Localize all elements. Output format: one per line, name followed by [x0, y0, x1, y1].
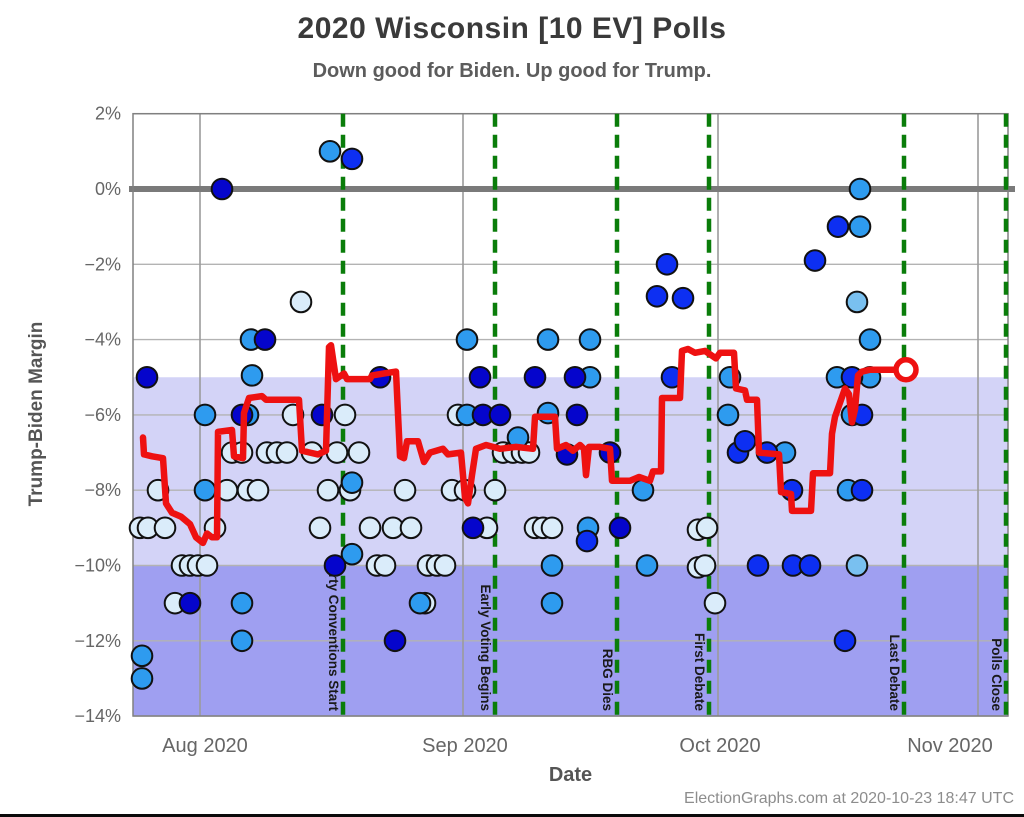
poll-dot	[399, 516, 423, 540]
poll-dot	[461, 516, 485, 540]
poll-dot	[848, 215, 872, 238]
event-label: Polls Close	[989, 638, 1004, 711]
poll-dot	[695, 516, 719, 540]
poll-dot	[578, 328, 602, 351]
poll-dot	[845, 290, 869, 314]
x-axis-title: Date	[548, 764, 593, 786]
poll-dot	[565, 403, 589, 427]
poll-dot	[275, 441, 299, 464]
poll-dot	[733, 429, 757, 453]
poll-dot	[318, 140, 342, 163]
event-label: Last Debate	[887, 634, 902, 711]
poll-dot	[333, 403, 357, 427]
bottom-border	[0, 814, 1024, 817]
poll-dot	[240, 364, 264, 387]
poll-dot	[178, 591, 202, 615]
zone-biden-5-10	[133, 377, 1008, 566]
poll-dot	[230, 591, 254, 615]
poll-dot	[716, 403, 740, 427]
poll-dot	[135, 365, 159, 389]
poll-dot	[153, 516, 177, 540]
poll-dot	[383, 629, 407, 653]
poll-dot	[325, 441, 349, 464]
poll-dot	[635, 554, 659, 577]
poll-dot	[540, 516, 564, 540]
x-tick-label: Oct 2020	[679, 735, 760, 757]
x-tick-label: Aug 2020	[162, 735, 248, 757]
y-tick-label: −4%	[84, 330, 121, 350]
attribution: ElectionGraphs.com at 2020-10-23 18:47 U…	[684, 790, 1014, 807]
poll-dot	[246, 478, 270, 502]
poll-dot	[845, 554, 869, 577]
poll-dot	[230, 629, 254, 653]
poll-dot	[608, 516, 632, 540]
latest-average-marker	[893, 356, 919, 383]
chart-subtitle: Down good for Biden. Up good for Trump.	[312, 60, 712, 82]
y-tick-label: −2%	[84, 254, 121, 274]
y-tick-label: −12%	[74, 631, 121, 651]
poll-dot	[373, 554, 397, 577]
poll-dot	[746, 554, 770, 577]
poll-dot	[483, 478, 507, 502]
poll-dot	[803, 249, 827, 272]
y-tick-label: −8%	[84, 480, 121, 500]
poll-dot	[848, 177, 872, 201]
poll-dot	[523, 365, 547, 389]
poll-dot	[671, 286, 695, 310]
poll-dot	[308, 516, 332, 540]
poll-dot	[340, 542, 364, 566]
poll-dot	[347, 441, 371, 464]
poll-dot	[130, 667, 154, 690]
event-label: First Debate	[692, 633, 707, 712]
poll-dot	[858, 328, 882, 351]
poll-dot	[563, 365, 587, 389]
poll-dot	[850, 478, 874, 502]
y-tick-label: 2%	[95, 104, 121, 124]
poll-dot	[195, 554, 219, 577]
poll-dot	[210, 177, 234, 201]
y-tick-label: −6%	[84, 405, 121, 425]
poll-dot	[340, 147, 364, 171]
event-label: RBG Dies	[600, 649, 615, 711]
poll-dot	[798, 554, 822, 577]
event-label: Party Conventions Start	[326, 557, 341, 711]
poll-dot	[540, 591, 564, 615]
poll-dot	[193, 403, 217, 427]
x-tick-label: Nov 2020	[907, 735, 993, 757]
poll-dot	[488, 403, 512, 427]
poll-dot	[536, 328, 560, 351]
x-tick-label: Sep 2020	[422, 735, 508, 757]
poll-dot	[455, 328, 479, 351]
poll-dot	[833, 629, 857, 653]
y-tick-label: −14%	[74, 706, 121, 726]
poll-dot	[323, 554, 347, 577]
event-label: Early Voting Begins	[478, 584, 493, 711]
poll-dot	[193, 478, 217, 502]
poll-dot	[358, 516, 382, 540]
chart-title: 2020 Wisconsin [10 EV] Polls	[297, 12, 727, 45]
poll-dot	[655, 252, 679, 276]
y-tick-label: 0%	[95, 179, 121, 199]
trend-line	[139, 341, 910, 547]
poll-dot	[645, 285, 669, 308]
poll-dot	[826, 215, 850, 238]
poll-dot	[693, 554, 717, 577]
poll-dot	[130, 644, 154, 668]
poll-dot	[433, 554, 457, 577]
poll-dot	[316, 478, 340, 502]
poll-dot	[253, 328, 277, 351]
poll-dot	[408, 591, 432, 615]
poll-dot	[540, 554, 564, 577]
poll-dot	[340, 471, 364, 494]
poll-dot	[468, 365, 492, 389]
poll-dot	[393, 478, 417, 502]
poll-dot	[289, 290, 313, 314]
poll-dot	[575, 529, 599, 553]
y-tick-label: −10%	[74, 556, 121, 576]
poll-dot	[703, 591, 727, 615]
